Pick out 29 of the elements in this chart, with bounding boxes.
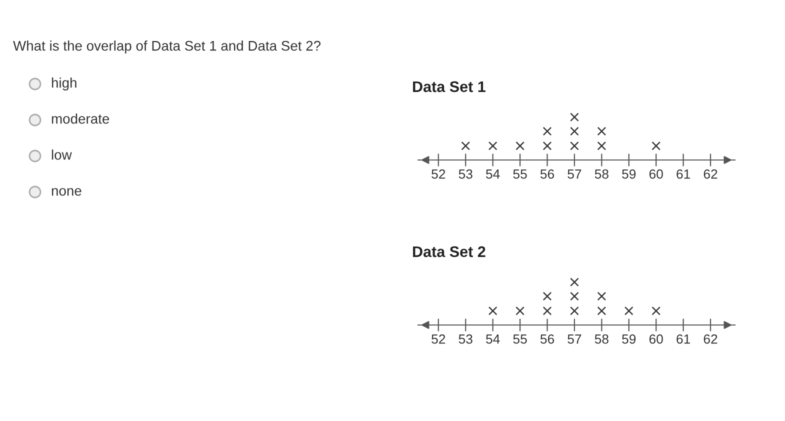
x-tick-label: 58 [594, 169, 608, 179]
text: high [52, 78, 76, 90]
x-tick-label: 61 [676, 334, 690, 344]
x-tick-label: 55 [513, 170, 527, 179]
x-tick-label: 62 [704, 169, 718, 179]
x-tick-label: 52 [432, 334, 446, 344]
chart-title: Data Set 2 [413, 246, 486, 258]
x-tick-label: 59 [622, 334, 636, 344]
x-tick-label: 59 [622, 169, 636, 179]
x-tick-label: 53 [458, 169, 472, 179]
x-tick-label: 56 [540, 169, 554, 179]
x-tick-label: 57 [568, 334, 582, 344]
x-tick-label: 52 [432, 169, 446, 179]
text: low [52, 150, 72, 160]
x-tick-label: 54 [486, 170, 500, 179]
text: none [52, 188, 82, 196]
text: What is the overlap of Data Set 1 and Data Set 2? [13, 40, 321, 54]
x-tick-label: 62 [704, 334, 718, 344]
x-tick-label: 60 [649, 169, 663, 179]
x-tick-label: 58 [594, 334, 608, 344]
x-tick-label: 60 [649, 334, 663, 344]
x-tick-label: 56 [540, 334, 554, 344]
x-tick-label: 54 [486, 334, 500, 344]
x-tick-label: 55 [513, 334, 527, 344]
chart-title: Data Set 1 [413, 81, 486, 92]
x-tick-label: 57 [568, 170, 582, 179]
x-tick-label: 61 [676, 169, 690, 179]
x-tick-label: 53 [458, 334, 472, 344]
text: moderate [52, 114, 110, 124]
